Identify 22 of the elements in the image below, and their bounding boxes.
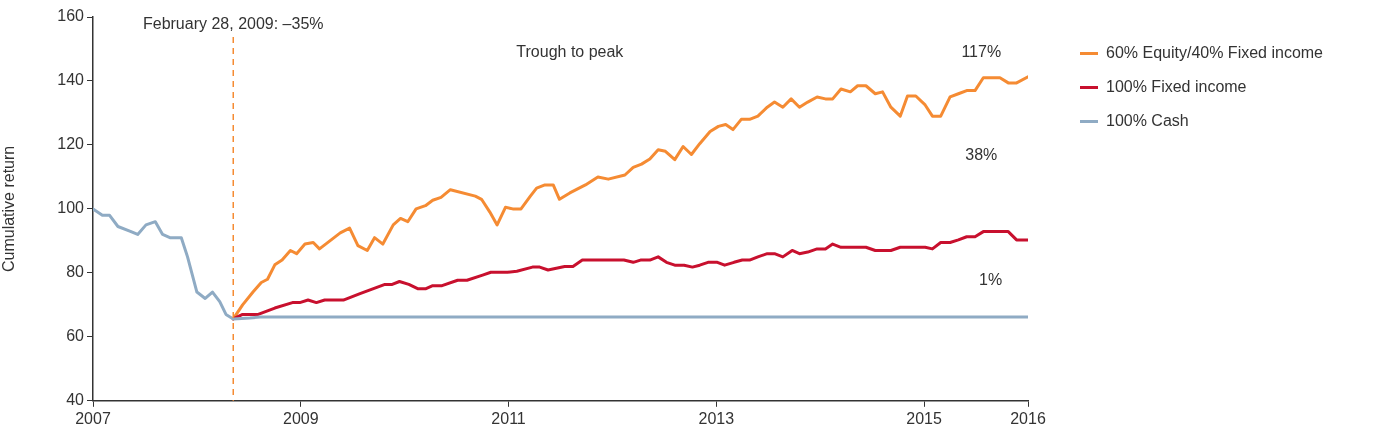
y-tick-label: 100 — [57, 199, 85, 217]
y-tick-label: 60 — [66, 327, 85, 345]
legend-label: 100% Cash — [1106, 112, 1189, 130]
annotation: 1% — [979, 271, 1003, 289]
y-tick-label: 120 — [57, 135, 85, 153]
y-axis-title: Cumulative return — [0, 145, 18, 273]
x-tick-label: 2013 — [698, 409, 735, 427]
y-tick-label: 80 — [66, 263, 85, 281]
annotation: Trough to peak — [516, 43, 625, 61]
x-tick-label: 2011 — [491, 409, 526, 427]
x-tick-label: 2009 — [282, 409, 319, 427]
x-tick-label: 2007 — [75, 409, 111, 427]
annotation: 117% — [961, 43, 1002, 61]
annotation: 38% — [965, 146, 998, 164]
y-tick-label: 40 — [66, 391, 85, 409]
y-tick-label: 140 — [57, 71, 85, 89]
y-tick-label: 160 — [57, 7, 85, 25]
ref-line-label: February 28, 2009: –35% — [142, 15, 324, 33]
legend-label: 100% Fixed income — [1106, 78, 1247, 96]
legend-label: 60% Equity/40% Fixed income — [1106, 44, 1323, 62]
x-tick-label: 2016 — [1010, 409, 1046, 427]
x-tick-label: 2015 — [906, 409, 943, 427]
